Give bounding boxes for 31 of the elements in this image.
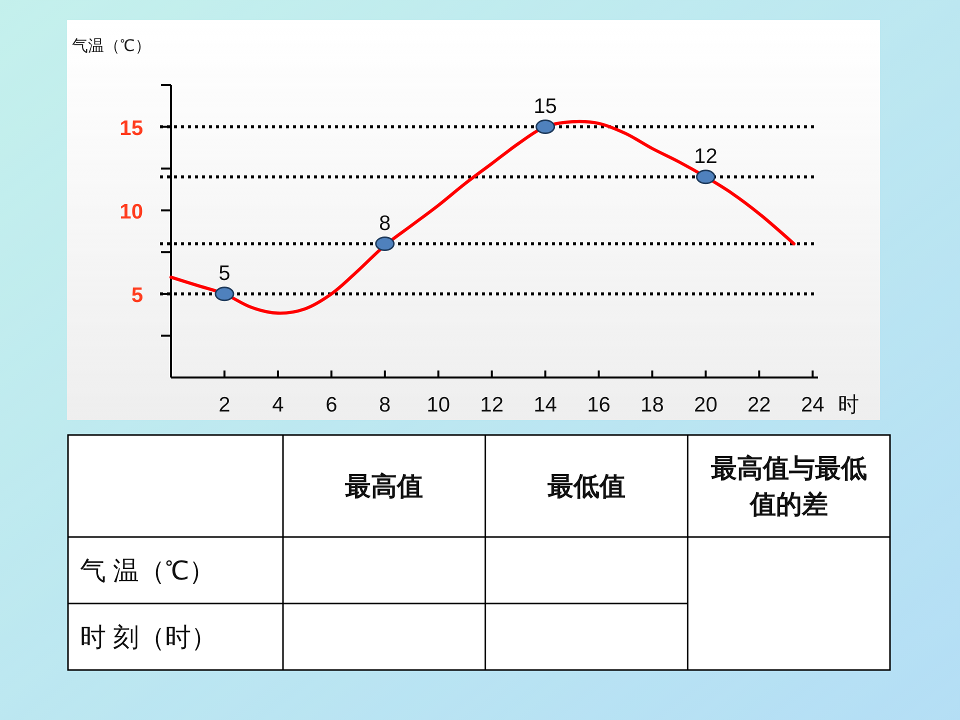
data-label: 15 [534,94,557,118]
category-label: 最高值与最低值的差 [710,453,867,519]
line-series [169,120,796,315]
y-tick-label: 15 [120,116,144,140]
data-label: 5 [218,262,230,285]
x-tick-label: 14 [534,394,558,416]
category-label: 最低值 [546,471,626,501]
x-tick-label: 12 [480,394,504,416]
point [214,286,234,302]
category-label: 气 温（℃） [80,555,216,586]
y-axis-title: 气温（℃） [72,38,151,55]
x-tick-label: 6 [326,394,338,416]
x-tick-label: 24 [800,394,825,416]
y-tick-label: 10 [120,200,143,224]
x-tick-label: 18 [640,394,664,416]
x-axis-title: 时 [838,394,859,416]
data-label: 12 [694,144,718,168]
x-tick-label: 22 [748,394,771,416]
point [696,170,716,184]
y-tick-label: 5 [131,284,144,307]
category-label: 最高值 [344,471,424,501]
x-tick-label: 8 [379,394,391,416]
x-tick-label: 16 [587,394,610,416]
x-tick-label: 20 [694,394,718,416]
x-tick-label: 4 [272,394,284,416]
x-tick-label: 10 [426,394,450,416]
x-tick-label: 2 [218,394,230,416]
data-label: 8 [379,212,391,235]
point [375,236,395,252]
category-label: 时 刻（时） [80,622,218,652]
point [536,120,556,134]
